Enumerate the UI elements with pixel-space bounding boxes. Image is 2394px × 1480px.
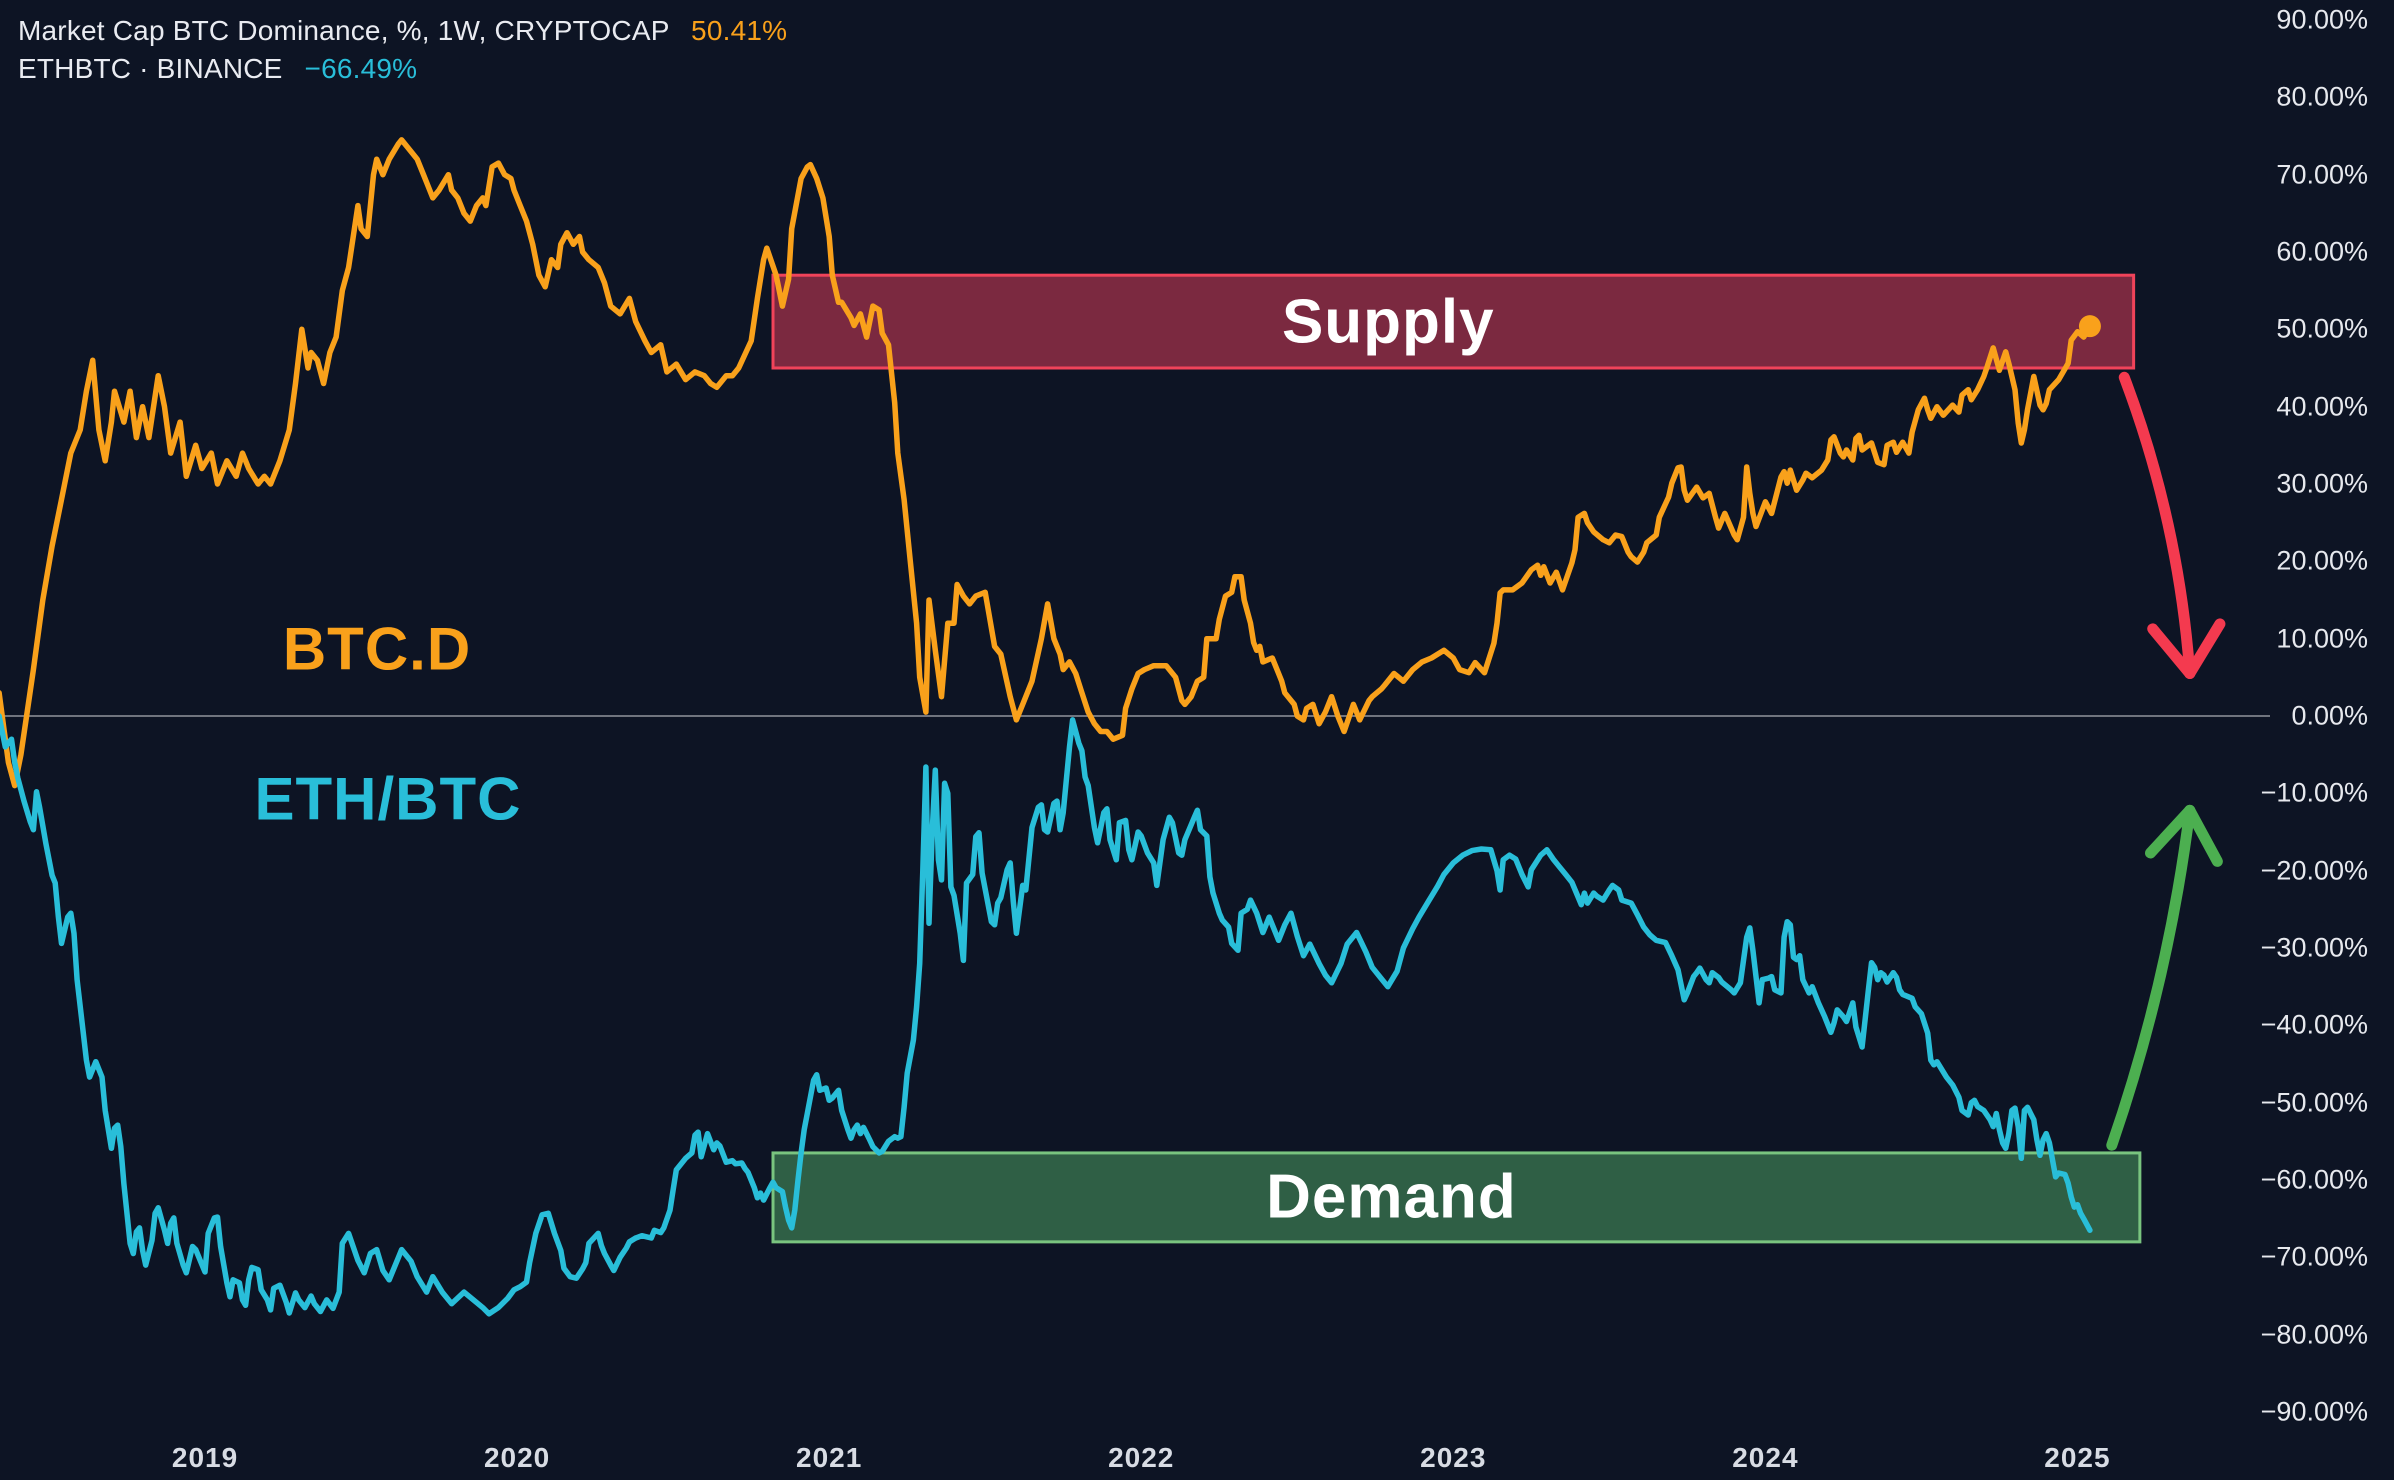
y-axis-tick-label: 80.00% — [2276, 81, 2368, 112]
legend-title-ethbtc: ETHBTC · BINANCE — [18, 53, 283, 84]
y-axis-tick-label: −30.00% — [2260, 932, 2368, 963]
y-axis-tick-label: −50.00% — [2260, 1087, 2368, 1118]
x-axis-year-label: 2025 — [2044, 1442, 2111, 1473]
btc-dominance-series-label[interactable]: BTC.D — [282, 615, 472, 683]
x-axis-year-label: 2019 — [171, 1442, 239, 1473]
demand-bounce-arrow-head[interactable] — [2184, 804, 2223, 867]
y-axis-tick-label: 20.00% — [2276, 545, 2368, 576]
supply-zone-label[interactable]: Supply — [1281, 287, 1495, 357]
legend-value-btc-dominance: 50.41% — [691, 15, 788, 46]
btc-dominance-line — [0, 137, 2093, 789]
x-axis-year-label: 2021 — [796, 1442, 863, 1473]
legend-title-btc-dominance: Market Cap BTC Dominance, %, 1W, CRYPTOC… — [18, 15, 670, 46]
x-axis-year-label: 2022 — [1108, 1442, 1175, 1473]
demand-bounce-arrow[interactable] — [2106, 804, 2196, 1151]
x-axis-year-label: 2024 — [1732, 1442, 1799, 1473]
supply-zone-box[interactable] — [771, 273, 2136, 370]
ethbtc-series-label[interactable]: ETH/BTC — [254, 765, 522, 833]
legend-row-btc-dominance[interactable]: Market Cap BTC Dominance, %, 1W, CRYPTOC… — [18, 12, 787, 50]
x-axis-year-label: 2020 — [483, 1442, 551, 1473]
x-axis-year-label: 2023 — [1420, 1442, 1487, 1473]
y-axis-tick-label: −70.00% — [2260, 1241, 2368, 1272]
y-axis-tick-label: −60.00% — [2260, 1164, 2368, 1195]
y-axis-tick-label: 90.00% — [2276, 4, 2368, 35]
y-axis-tick-label: 0.00% — [2291, 700, 2368, 731]
demand-bounce-arrow-head[interactable] — [2144, 804, 2196, 859]
y-axis-tick-label: −20.00% — [2260, 855, 2368, 886]
supply-breakdown-arrow[interactable] — [2118, 371, 2196, 679]
y-axis-tick-label: −40.00% — [2260, 1009, 2368, 1040]
y-axis-tick-label: −80.00% — [2260, 1319, 2368, 1350]
legend: Market Cap BTC Dominance, %, 1W, CRYPTOC… — [18, 12, 787, 88]
supply-breakdown-arrow-head[interactable] — [2184, 618, 2226, 679]
y-axis-tick-label: 40.00% — [2276, 391, 2368, 422]
supply-breakdown-arrow-head[interactable] — [2147, 623, 2196, 679]
demand-zone-label[interactable]: Demand — [1266, 1162, 1517, 1232]
y-axis-tick-label: 60.00% — [2276, 236, 2368, 267]
y-axis-tick-label: −90.00% — [2260, 1396, 2368, 1427]
y-axis-tick-label: 30.00% — [2276, 468, 2368, 499]
legend-row-ethbtc[interactable]: ETHBTC · BINANCE −66.49% — [18, 50, 787, 88]
y-axis-tick-label: −10.00% — [2260, 777, 2368, 808]
demand-zone-box[interactable] — [771, 1151, 2142, 1244]
y-axis-tick-label: 70.00% — [2276, 159, 2368, 190]
y-axis-tick-label: 10.00% — [2276, 623, 2368, 654]
ethbtc-line — [0, 713, 2093, 1317]
btc-dominance-last-value-dot — [2078, 315, 2101, 338]
y-axis-tick-label: 50.00% — [2276, 313, 2368, 344]
legend-value-ethbtc: −66.49% — [304, 53, 418, 84]
